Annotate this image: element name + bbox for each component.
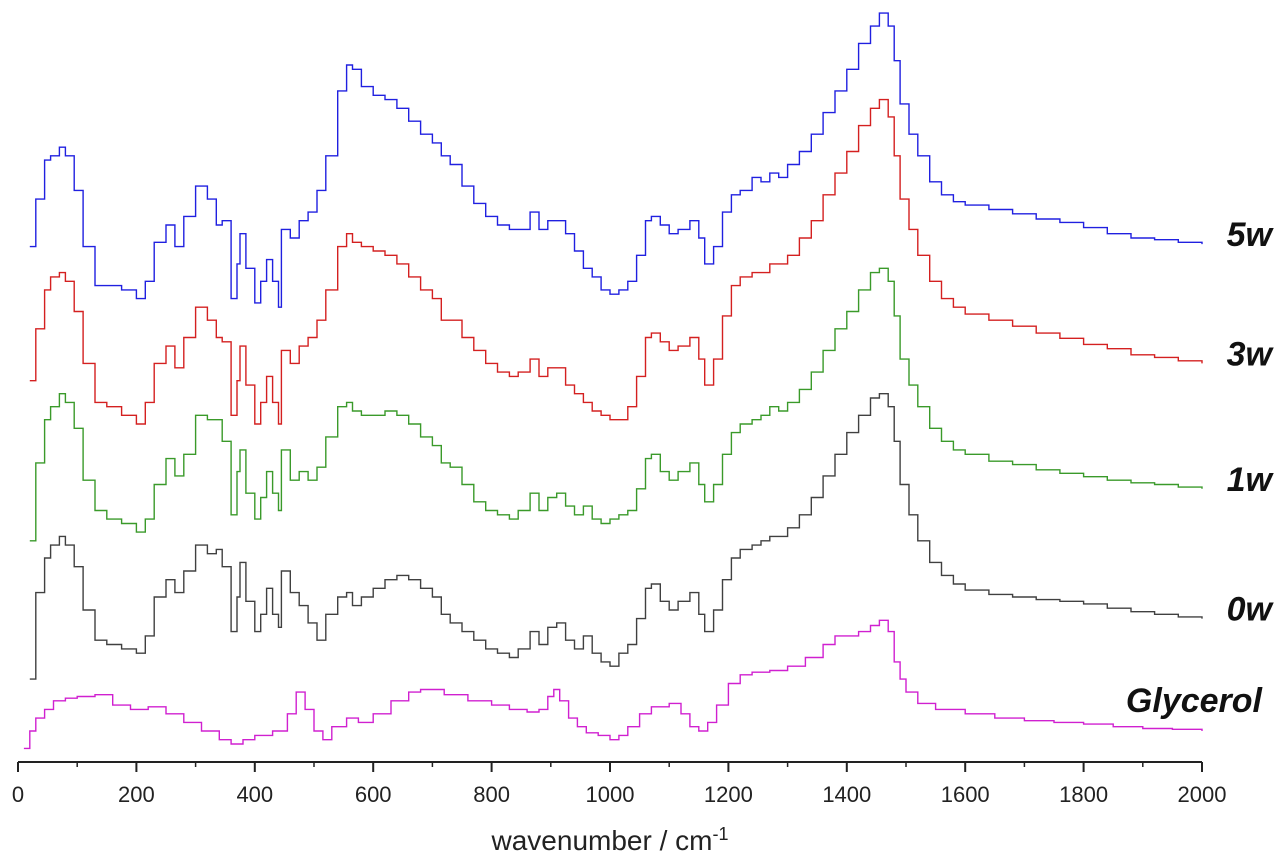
x-tick-label-1200: 1200	[704, 782, 753, 807]
series-group	[23, 12, 1203, 750]
x-tick-label-400: 400	[236, 782, 273, 807]
x-tick-label-800: 800	[473, 782, 510, 807]
series-line-1w	[29, 267, 1203, 542]
series-line-5w	[29, 12, 1203, 308]
series-line-glycerol	[23, 619, 1203, 750]
x-axis-title-sup: -1	[712, 824, 728, 844]
x-tick-label-600: 600	[355, 782, 392, 807]
series-label-group: 5w 3w 1w 0w Glycerol	[1126, 216, 1275, 720]
series-label-1w: 1w	[1227, 461, 1275, 499]
series-label-glycerol: Glycerol	[1126, 682, 1264, 720]
x-tick-label-1600: 1600	[941, 782, 990, 807]
series-line-3w	[29, 98, 1203, 425]
series-label-3w: 3w	[1227, 335, 1275, 373]
x-tick-label-2000: 2000	[1178, 782, 1227, 807]
x-tick-label-200: 200	[118, 782, 155, 807]
x-tick-label-1800: 1800	[1059, 782, 1108, 807]
x-tick-label-1000: 1000	[586, 782, 635, 807]
x-tick-group: 0 200 400 600 800 1000 1200 1400 1600 1800 2000	[12, 762, 1227, 807]
x-axis-title: wavenumber / cm-1	[491, 824, 729, 856]
x-tick-label-1400: 1400	[822, 782, 871, 807]
series-label-5w: 5w	[1227, 216, 1275, 254]
x-axis-title-text: wavenumber / cm	[491, 825, 713, 856]
series-line-0w	[29, 393, 1203, 680]
series-label-0w: 0w	[1227, 591, 1275, 629]
x-tick-label-0: 0	[12, 782, 24, 807]
x-axis: 0 200 400 600 800 1000 1200 1400 1600 1800 2000	[12, 761, 1227, 807]
